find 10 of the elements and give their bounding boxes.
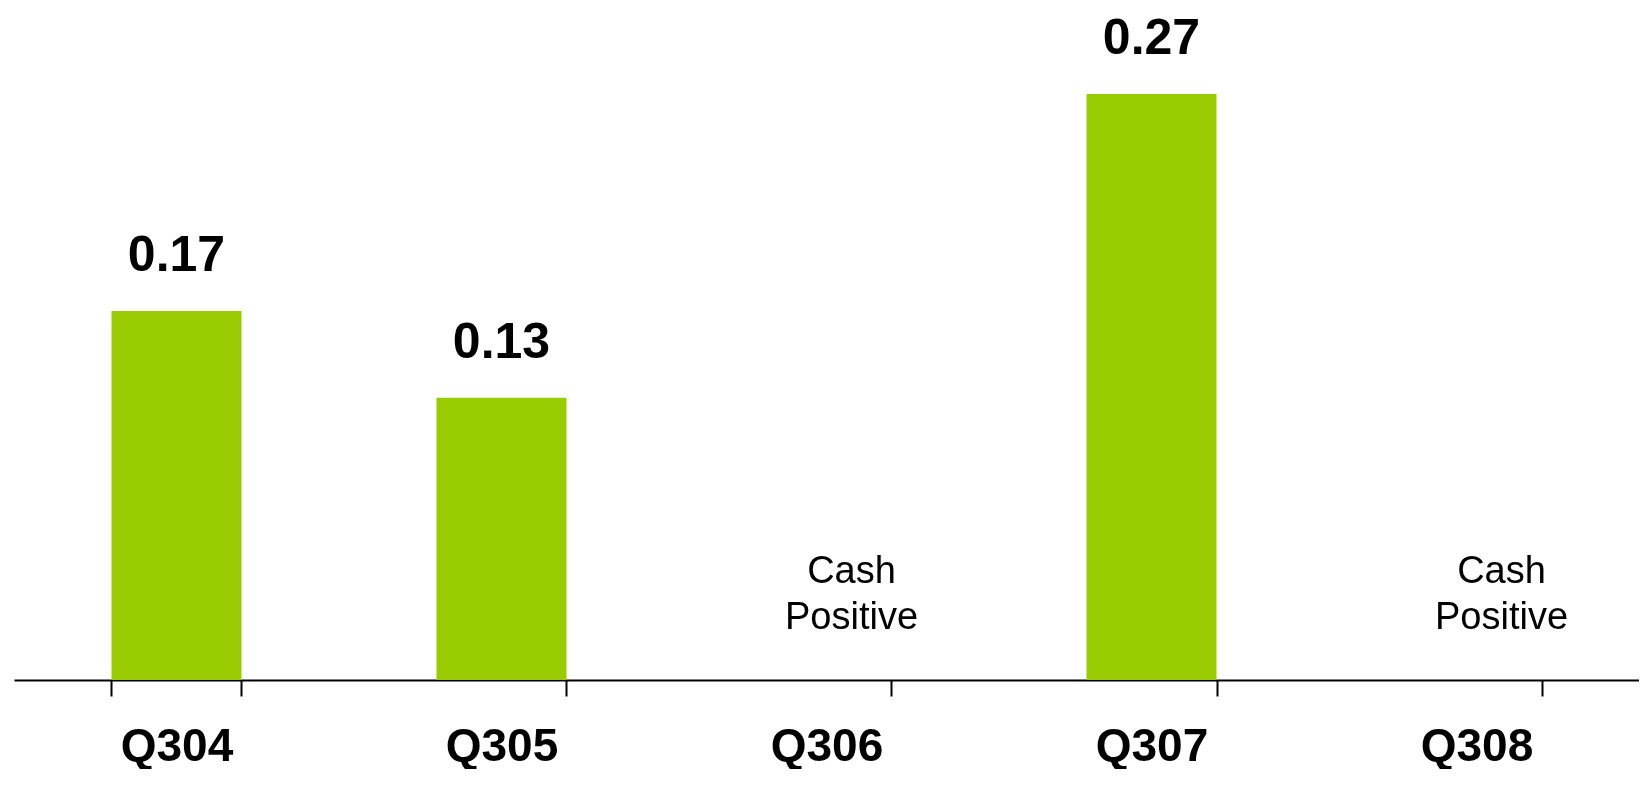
x-tick-label: Q308 xyxy=(1420,718,1534,771)
annotation: Cash Positive xyxy=(1434,549,1569,637)
data-label: 0.17 xyxy=(127,226,226,283)
x-tick-label: Q305 xyxy=(445,718,559,771)
x-tick-label: Q307 xyxy=(1095,718,1209,771)
annotation: Cash Positive xyxy=(784,549,919,637)
data-label: 0.13 xyxy=(452,312,551,369)
x-tick-label: Q306 xyxy=(770,718,884,771)
x-tick-label: Q304 xyxy=(120,718,234,771)
data-label: 0.27 xyxy=(1102,9,1201,65)
